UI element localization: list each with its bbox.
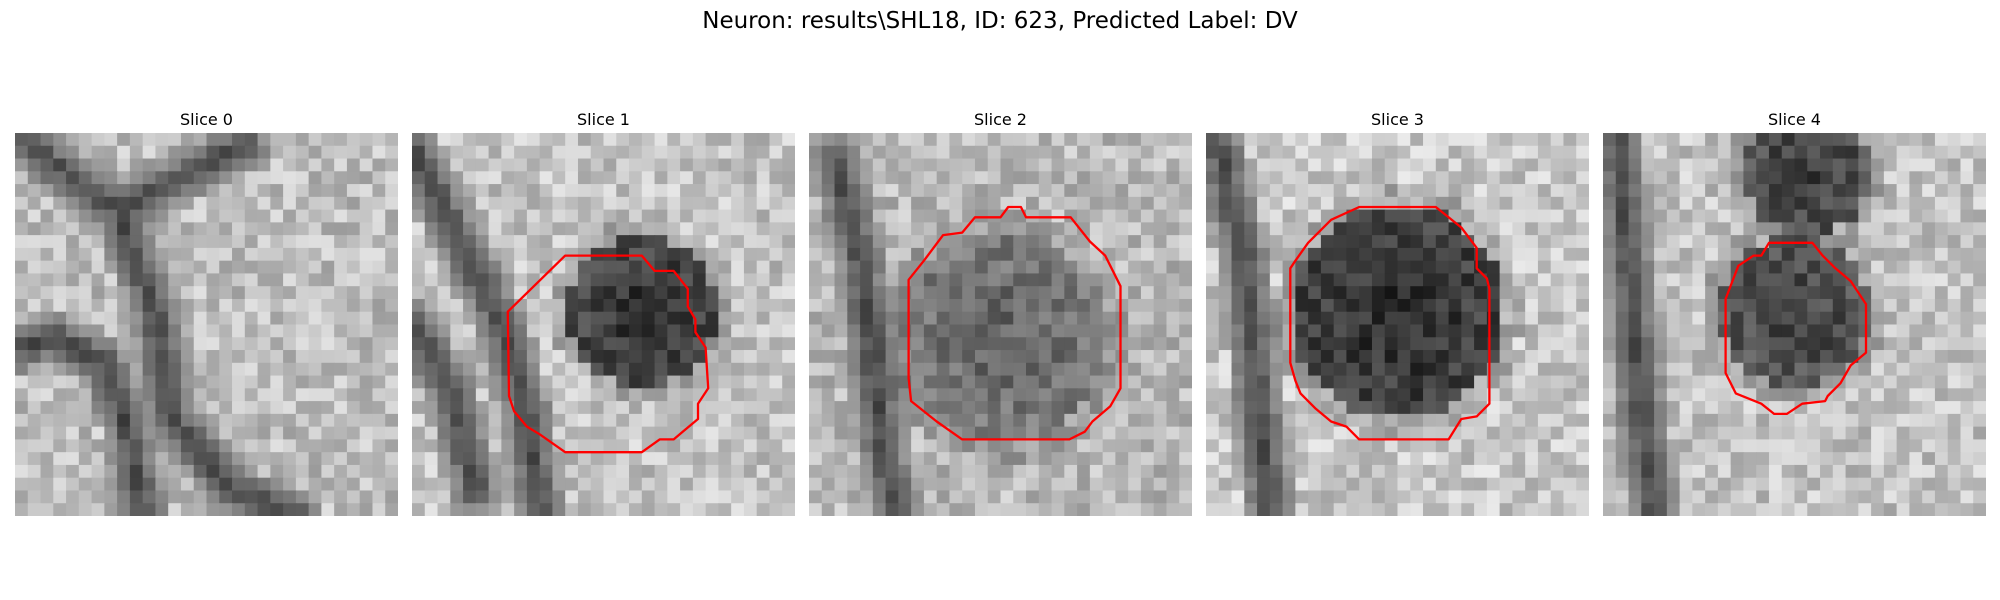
slice-title: Slice 0 — [180, 110, 233, 129]
slice-texture — [1603, 133, 1986, 516]
segmentation-contour — [907, 205, 1122, 441]
slice-panel-4: Slice 4 — [1603, 108, 1986, 516]
slice-title: Slice 2 — [974, 110, 1027, 129]
slice-image — [412, 133, 795, 516]
slice-panel-2: Slice 2 — [809, 108, 1192, 516]
figure-title: Neuron: results\SHL18, ID: 623, Predicte… — [702, 8, 1298, 34]
slice-image — [1206, 133, 1589, 516]
segmentation-contour — [1724, 241, 1868, 416]
segmentation-contour — [506, 254, 710, 454]
slice-image — [1603, 133, 1986, 516]
slice-image — [809, 133, 1192, 516]
slice-panel-1: Slice 1 — [412, 108, 795, 516]
slice-image — [15, 133, 398, 516]
slice-panel-0: Slice 0 — [15, 108, 398, 516]
slice-title: Slice 4 — [1768, 110, 1821, 129]
slice-texture — [412, 133, 795, 516]
slice-title: Slice 3 — [1371, 110, 1424, 129]
segmentation-contour — [1289, 205, 1491, 441]
slice-panel-3: Slice 3 — [1206, 108, 1589, 516]
slice-texture — [809, 133, 1192, 516]
slice-texture — [1206, 133, 1589, 516]
slice-texture — [15, 133, 398, 516]
slice-title: Slice 1 — [577, 110, 630, 129]
